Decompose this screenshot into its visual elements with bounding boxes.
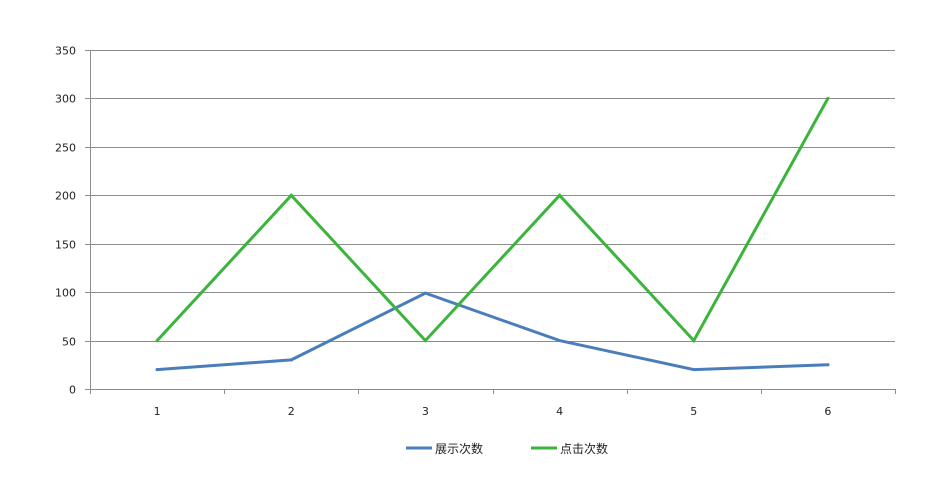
legend: 展示次数 点击次数 bbox=[406, 441, 608, 456]
data-point bbox=[155, 339, 159, 343]
data-point bbox=[826, 363, 830, 367]
x-tick-label: 5 bbox=[690, 405, 697, 418]
legend-label-2: 点击次数 bbox=[560, 441, 608, 456]
x-tick-label: 2 bbox=[288, 405, 295, 418]
data-point bbox=[558, 339, 562, 343]
data-point bbox=[289, 193, 293, 197]
x-tick-label: 4 bbox=[556, 405, 563, 418]
y-tick-label: 350 bbox=[55, 45, 76, 58]
series-lines bbox=[155, 96, 830, 372]
y-tick-label: 300 bbox=[55, 93, 76, 106]
y-tick-label: 150 bbox=[55, 239, 76, 252]
x-tick-label: 6 bbox=[824, 405, 831, 418]
y-tick-label: 50 bbox=[62, 336, 76, 349]
data-point bbox=[289, 358, 293, 362]
y-tick-label: 100 bbox=[55, 287, 76, 300]
series-line-2 bbox=[155, 96, 830, 344]
y-tick-label: 0 bbox=[69, 384, 76, 397]
gridlines bbox=[90, 50, 895, 342]
data-point bbox=[423, 339, 427, 343]
axes: 0 50 100 150 200 250 300 350 1 2 3 4 5 6 bbox=[55, 45, 896, 418]
data-point bbox=[692, 339, 696, 343]
x-tick-label: 3 bbox=[422, 405, 429, 418]
data-point bbox=[558, 193, 562, 197]
data-point bbox=[692, 368, 696, 372]
data-point bbox=[826, 96, 830, 100]
series-line-1 bbox=[155, 291, 830, 372]
data-point bbox=[423, 291, 427, 295]
y-tick-label: 200 bbox=[55, 190, 76, 203]
legend-label-1: 展示次数 bbox=[435, 441, 483, 456]
y-tick-label: 250 bbox=[55, 142, 76, 155]
x-tick-label: 1 bbox=[154, 405, 161, 418]
data-point bbox=[155, 368, 159, 372]
